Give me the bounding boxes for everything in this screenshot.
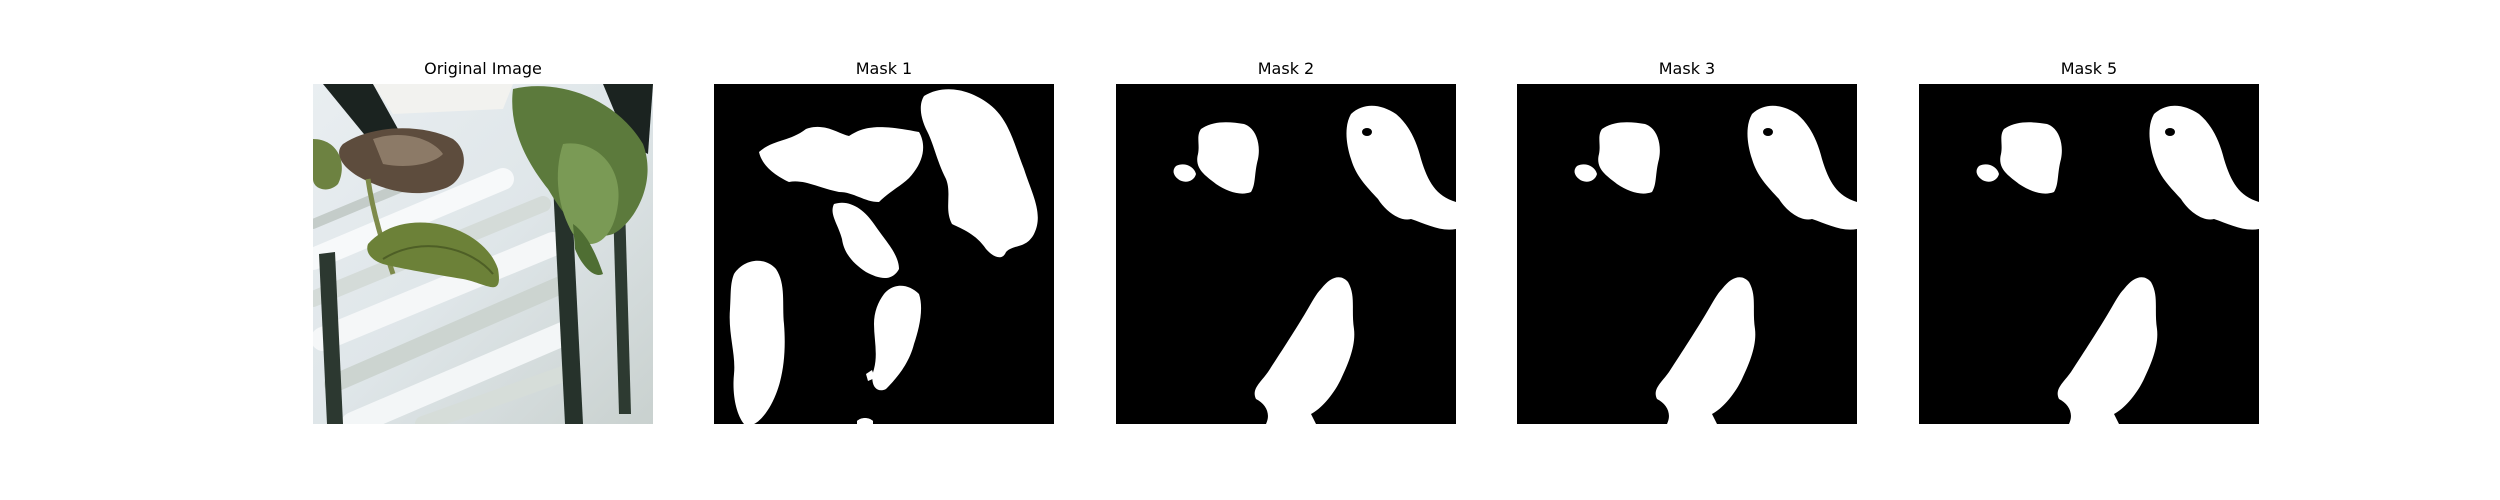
panel-title: Mask 2 <box>1257 59 1315 78</box>
panel-title: Mask 5 <box>2060 59 2118 78</box>
mask-image <box>1919 84 2259 424</box>
panel-title: Mask 1 <box>855 59 913 78</box>
panel-title: Mask 3 <box>1658 59 1716 78</box>
mask-image <box>1517 84 1857 424</box>
panel-original-image: Original Image <box>313 58 653 424</box>
panel-title: Original Image <box>424 59 542 78</box>
mask-image <box>714 84 1054 424</box>
panel-mask-1: Mask 1 <box>714 58 1054 424</box>
panel-mask-2: Mask 2 <box>1116 58 1456 424</box>
panel-mask-3: Mask 3 <box>1517 58 1857 424</box>
mask-image <box>1116 84 1456 424</box>
original-photo <box>313 84 653 424</box>
panel-mask-5: Mask 5 <box>1919 58 2259 424</box>
